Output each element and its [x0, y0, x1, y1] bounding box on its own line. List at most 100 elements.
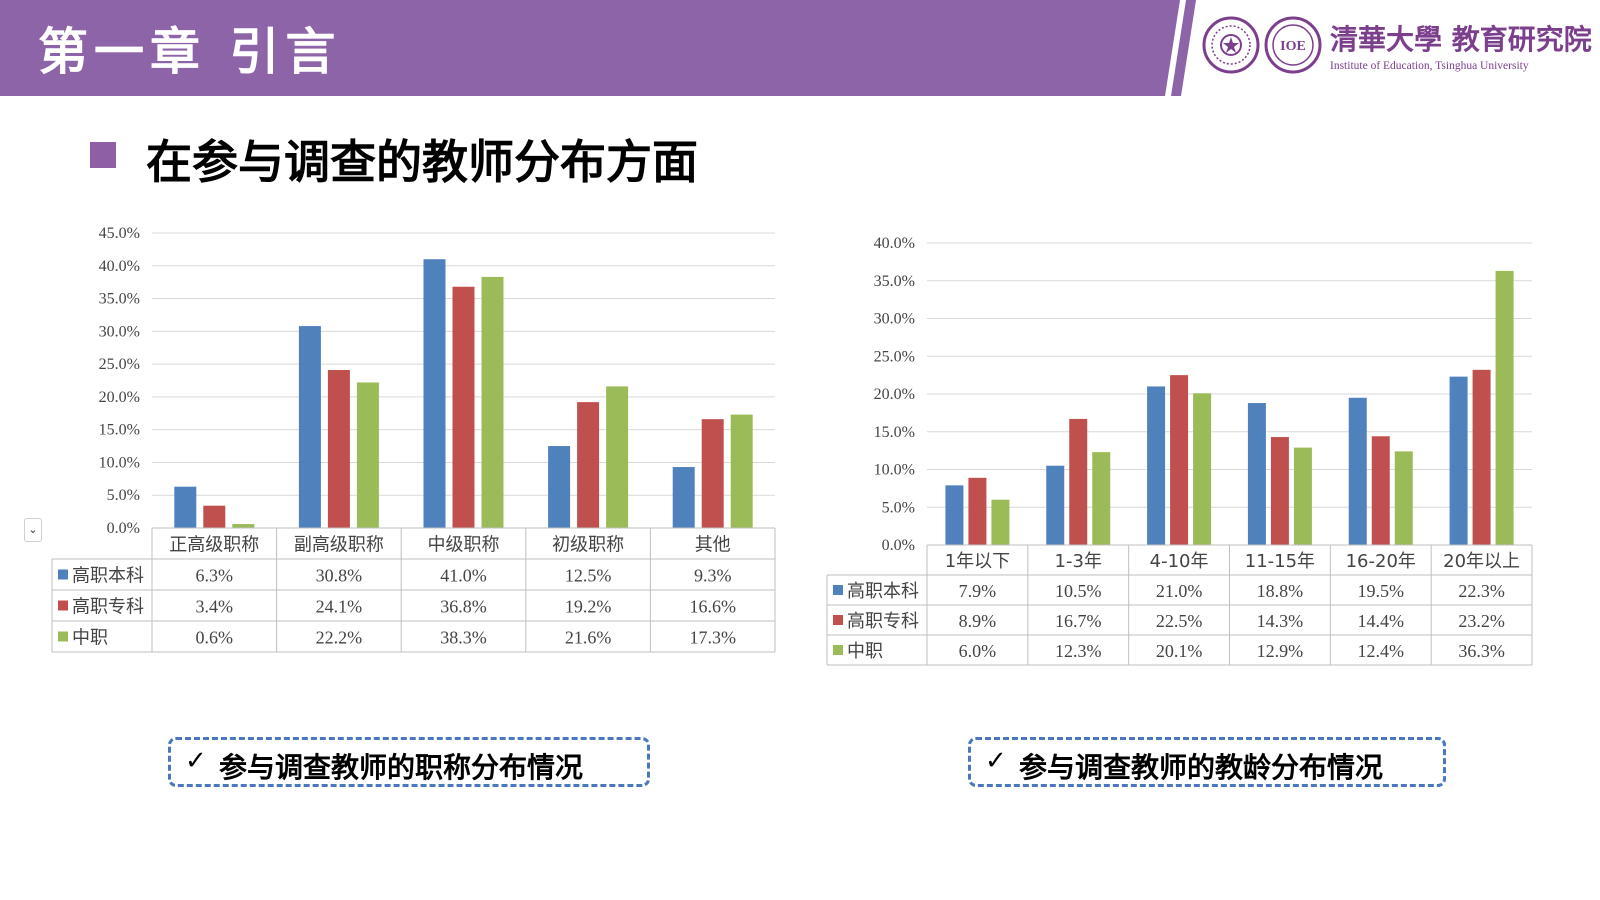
bar — [1348, 397, 1367, 545]
bar — [452, 286, 475, 528]
header-divider-stripe — [1171, 0, 1196, 96]
data-label: 38.3% — [440, 628, 487, 648]
legend-label: 高职专科 — [847, 611, 919, 632]
bar — [481, 276, 504, 528]
data-label: 24.1% — [316, 597, 363, 617]
data-label: 12.3% — [1055, 641, 1102, 661]
y-tick-label: 35.0% — [874, 273, 915, 290]
bar — [606, 386, 629, 528]
logo-subtitle: Institute of Education, Tsinghua Univers… — [1330, 60, 1529, 72]
y-tick-label: 25.0% — [99, 356, 140, 373]
legend-swatch — [58, 600, 68, 611]
bar — [730, 414, 753, 528]
data-label: 18.8% — [1257, 581, 1304, 601]
data-label: 20.1% — [1156, 641, 1203, 661]
bar — [1394, 451, 1413, 545]
bar — [1449, 376, 1468, 545]
bullet-square — [90, 142, 116, 168]
x-tick-label: 中级职称 — [428, 535, 500, 556]
y-tick-label: 0.0% — [882, 537, 915, 554]
y-tick-label: 5.0% — [882, 499, 915, 516]
x-tick-label: 正高级职称 — [169, 535, 259, 556]
title-distribution-chart: 0.0% 5.0% 10.0% 15.0% 20.0% 25.0% 30.0% 35.0% 40… — [51, 225, 776, 653]
bar — [1293, 447, 1312, 545]
bar — [1472, 369, 1491, 545]
legend-swatch — [58, 631, 68, 642]
bar — [1270, 437, 1289, 545]
x-tick-label: 4-10年 — [1150, 551, 1209, 572]
data-label: 10.5% — [1055, 581, 1102, 601]
y-tick-label: 20.0% — [874, 386, 915, 403]
bar — [1092, 452, 1111, 545]
teaching-years-chart: 0.0% 5.0% 10.0% 15.0% 20.0% 25.0% 30.0% 35.0% 40… — [826, 235, 1533, 666]
bar — [701, 419, 724, 528]
legend-swatch — [833, 615, 843, 625]
data-label: 17.3% — [689, 628, 736, 648]
data-label: 14.4% — [1358, 611, 1405, 631]
x-tick-label: 副高级职称 — [294, 535, 384, 556]
x-tick-label: 其他 — [695, 535, 731, 556]
bar — [945, 485, 964, 545]
y-tick-label: 15.0% — [99, 422, 140, 439]
header-bar — [0, 0, 1196, 96]
data-label: 21.6% — [565, 628, 612, 648]
data-label: 7.9% — [959, 581, 997, 601]
caption-left: ✓ 参与调查教师的职称分布情况 — [168, 737, 650, 787]
y-tick-label: 45.0% — [99, 225, 140, 242]
y-tick-label: 15.0% — [874, 424, 915, 441]
y-tick-label: 10.0% — [99, 454, 140, 471]
data-label: 30.8% — [316, 566, 363, 586]
check-icon: ✓ — [185, 746, 207, 776]
data-label: 19.5% — [1358, 581, 1405, 601]
data-label: 0.6% — [196, 628, 234, 648]
logo-name: 清華大學 教育研究院 — [1330, 23, 1592, 56]
y-tick-label: 10.0% — [874, 462, 915, 479]
x-tick-label: 1年以下 — [945, 551, 1010, 572]
data-label: 14.3% — [1257, 611, 1304, 631]
bar — [327, 370, 350, 528]
chapter-title: 第一章 引言 — [38, 23, 342, 81]
y-tick-label: 25.0% — [874, 348, 915, 365]
x-tick-label: 1-3年 — [1055, 551, 1102, 572]
bar — [968, 477, 987, 545]
check-icon: ✓ — [985, 746, 1007, 776]
bar — [1147, 386, 1166, 545]
section-subtitle: 在参与调查的教师分布方面 — [146, 135, 698, 189]
bar — [548, 446, 571, 528]
bar — [174, 486, 197, 528]
legend-swatch — [833, 585, 843, 595]
bar — [232, 524, 255, 528]
tsinghua-seal-icon — [1202, 16, 1260, 74]
x-tick-label: 20年以上 — [1443, 551, 1520, 572]
data-label: 8.9% — [959, 611, 997, 631]
caption-right-text: 参与调查教师的教龄分布情况 — [1019, 751, 1384, 784]
data-label: 12.4% — [1358, 641, 1405, 661]
y-tick-label: 40.0% — [99, 258, 140, 275]
ioe-seal-text: IOE — [1280, 39, 1306, 54]
bar — [1371, 436, 1390, 545]
legend-label: 高职本科 — [72, 566, 144, 587]
bar — [1069, 418, 1088, 545]
university-logo: IOE 清華大學 教育研究院 Institute of Education, T… — [1202, 14, 1594, 84]
data-label: 12.9% — [1257, 641, 1304, 661]
data-label: 36.3% — [1458, 641, 1505, 661]
data-label: 22.2% — [316, 628, 363, 648]
x-tick-label: 11-15年 — [1245, 551, 1315, 572]
data-label: 9.3% — [694, 566, 732, 586]
caption-right: ✓ 参与调查教师的教龄分布情况 — [968, 737, 1446, 787]
legend-swatch — [833, 645, 843, 655]
legend-label: 高职本科 — [847, 581, 919, 602]
header-purple-band — [0, 0, 1180, 96]
data-label: 3.4% — [196, 597, 234, 617]
legend-swatch — [58, 569, 68, 580]
ioe-seal-icon: IOE — [1264, 16, 1322, 74]
y-tick-label: 20.0% — [99, 389, 140, 406]
data-label: 6.3% — [196, 566, 234, 586]
bar — [1495, 270, 1514, 545]
side-collapse-button[interactable]: ⌄ — [24, 518, 42, 542]
bar — [1170, 375, 1189, 545]
data-label: 36.8% — [440, 597, 487, 617]
bar — [991, 499, 1010, 545]
data-label: 19.2% — [565, 597, 612, 617]
data-label: 12.5% — [565, 566, 612, 586]
